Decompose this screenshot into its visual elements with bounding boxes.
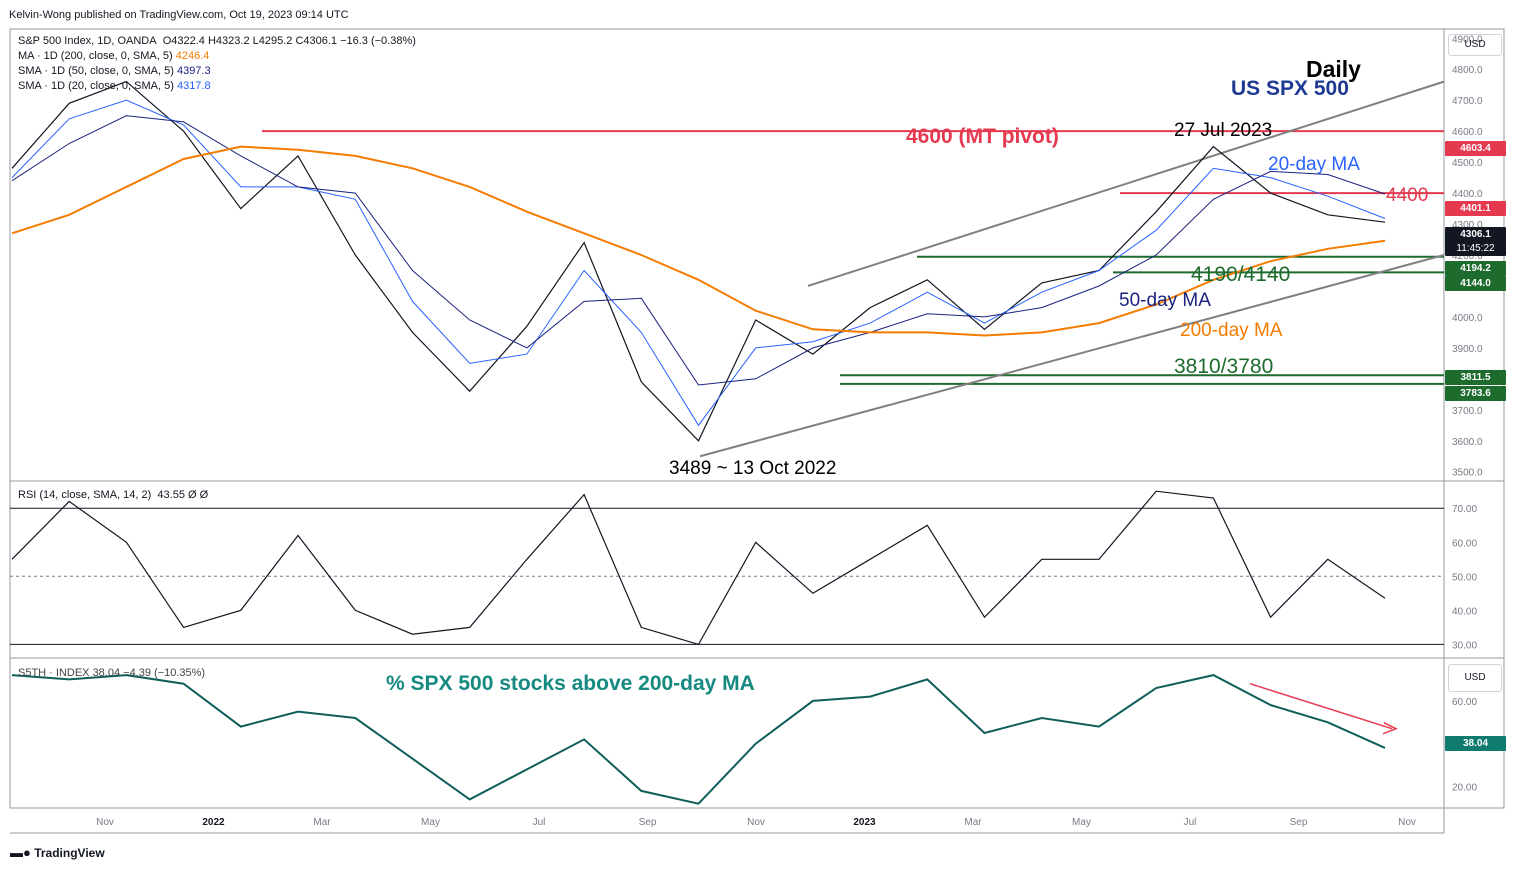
price-tick: 4700.0 (1452, 96, 1483, 107)
sma50-line (11, 115, 1386, 386)
price-tick: 3600.0 (1452, 437, 1483, 448)
sma50-legend[interactable]: SMA · 1D (50, close, 0, SMA, 5) (18, 65, 174, 77)
rsi-value: 43.55 Ø Ø (157, 489, 209, 501)
tag-breadth-last: 38.04 (1445, 736, 1506, 751)
rsi-tick: 30.00 (1452, 640, 1477, 651)
channel-lower-line (699, 254, 1445, 458)
rsi-tick: 60.00 (1452, 538, 1477, 549)
support-lower-label: 3810/3780 (1174, 355, 1274, 378)
ma200-legend[interactable]: MA · 1D (200, close, 0, SMA, 5) (18, 50, 173, 62)
price-tick: 3700.0 (1452, 406, 1483, 417)
breadth-title: % SPX 500 stocks above 200-day MA (386, 672, 755, 695)
rsi-line (11, 490, 1386, 646)
price-line (11, 80, 1386, 442)
ma20-label: 20-day MA (1268, 154, 1360, 175)
time-tick: Nov (1398, 817, 1416, 828)
time-tick: Sep (639, 817, 657, 828)
footer-brand: ▬● TradingView (10, 845, 105, 860)
breadth-tick: 20.00 (1452, 783, 1477, 794)
tag-4400: 4401.1 (1445, 201, 1506, 216)
peak-date-label: 27 Jul 2023 (1174, 120, 1273, 141)
time-tick: May (1072, 817, 1091, 828)
chart-frame (9, 28, 1505, 834)
ma200-label: 200-day MA (1180, 320, 1283, 341)
tag-countdown: 11:45:22 (1445, 241, 1506, 256)
title-daily: Daily (1306, 56, 1361, 82)
sma20-legend[interactable]: SMA · 1D (20, close, 0, SMA, 5) (18, 80, 174, 92)
price-tick: 4800.0 (1452, 65, 1483, 76)
time-tick: 2022 (202, 817, 225, 828)
breadth-down-arrow (1249, 682, 1393, 730)
title-us-spx-500: US SPX 500 (1231, 77, 1349, 100)
rsi-legend[interactable]: RSI (14, close, SMA, 14, 2) 43.55 Ø Ø (18, 488, 208, 503)
time-tick: 2023 (853, 817, 876, 828)
ma50-label: 50-day MA (1119, 290, 1211, 311)
tag-4194: 4194.2 (1445, 261, 1506, 276)
breadth-tick: 60.00 (1452, 697, 1477, 708)
tag-4144: 4144.0 (1445, 276, 1506, 291)
price-tick: 4500.0 (1452, 158, 1483, 169)
low-label: 3489 ~ 13 Oct 2022 (669, 458, 837, 479)
sma20-line (11, 99, 1386, 427)
time-tick: May (421, 817, 440, 828)
breadth-arrowhead (1382, 722, 1398, 735)
time-tick: Mar (964, 817, 982, 828)
footer-brand-text: TradingView (34, 846, 105, 860)
tag-4600: 4603.4 (1445, 141, 1506, 156)
breadth-currency-button[interactable]: USD (1448, 664, 1502, 692)
currency-button[interactable]: USD (1448, 34, 1502, 56)
chart-border (9, 28, 1505, 809)
main-legend: S&P 500 Index, 1D, OANDA O4322.4 H4323.2… (18, 34, 416, 94)
rsi-tick: 50.00 (1452, 572, 1477, 583)
tradingview-logo-icon: ▬● (10, 845, 31, 860)
time-tick: Mar (313, 817, 331, 828)
price-tick: 4400.0 (1452, 189, 1483, 200)
price-tick: 4200.0 (1452, 251, 1483, 262)
channel-upper-line (807, 80, 1445, 287)
time-tick: Nov (96, 817, 114, 828)
price-tick: 4300.0 (1452, 220, 1483, 231)
ohlc-values: O4322.4 H4323.2 L4295.2 C4306.1 −16.3 (−… (162, 35, 416, 47)
tag-last-price: 4306.1 (1445, 227, 1506, 242)
price-tick: 4000.0 (1452, 313, 1483, 324)
breadth-legend[interactable]: S5TH · INDEX 38.04 −4.39 (−10.35%) (18, 667, 206, 679)
sma50-legend-value: 4397.3 (176, 65, 211, 77)
time-axis: Nov 2022 Mar May Jul Sep Nov 2023 Mar May Jul Sep No… (96, 817, 1416, 828)
time-tick: Jul (1184, 817, 1197, 828)
main-pane (11, 80, 1445, 458)
price-tick: 4600.0 (1452, 127, 1483, 138)
rsi-tick: 40.00 (1452, 606, 1477, 617)
rsi-tick: 70.00 (1452, 504, 1477, 515)
support-upper-label: 4190/4140 (1191, 263, 1291, 286)
rsi-label: RSI (14, close, SMA, 14, 2) (18, 489, 152, 501)
rsi-pane (10, 490, 1444, 646)
time-tick: Jul (533, 817, 546, 828)
price-tick: 4900.0 (1452, 34, 1483, 45)
breadth-pane (11, 674, 1398, 805)
price-tags: 4603.4 4401.1 4306.1 11:45:22 4194.2 414… (1445, 0, 1506, 871)
pivot-label: 4600 (MT pivot) (906, 125, 1059, 148)
price-tick: 3500.0 (1452, 468, 1483, 479)
price-tick: 3900.0 (1452, 344, 1483, 355)
ma200-legend-value: 4246.4 (175, 50, 210, 62)
tag-3811: 3811.5 (1445, 370, 1506, 385)
instrument-label[interactable]: S&P 500 Index, 1D, OANDA (18, 35, 157, 47)
ma200-line (11, 145, 1386, 337)
time-tick: Sep (1290, 817, 1308, 828)
sma20-legend-value: 4317.8 (176, 80, 211, 92)
breadth-line (11, 674, 1386, 805)
publisher-line: Kelvin-Wong published on TradingView.com… (9, 9, 349, 21)
time-tick: Nov (747, 817, 765, 828)
level-4400-label: 4400 (1386, 185, 1429, 206)
tag-3783: 3783.6 (1445, 386, 1506, 401)
